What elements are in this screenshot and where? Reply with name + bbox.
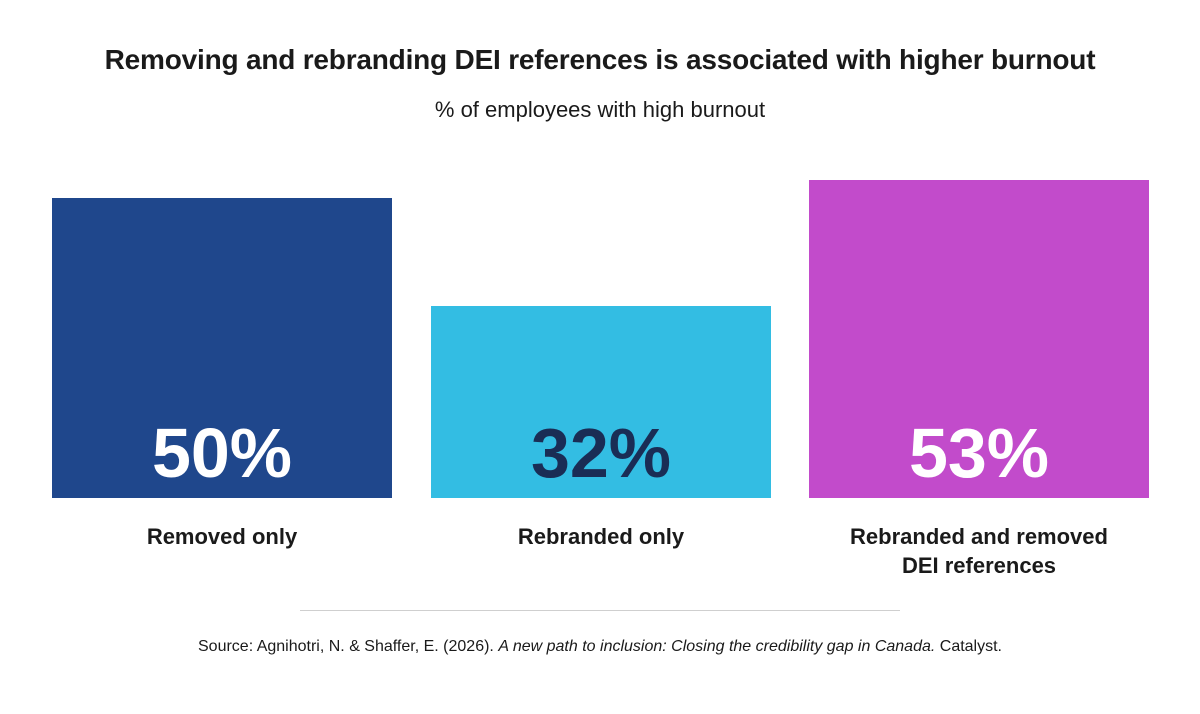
- category-label-3-line-2: DEI references: [902, 553, 1056, 578]
- bar-value-label-1: 50%: [152, 414, 292, 492]
- bar-1: [52, 198, 392, 498]
- category-label-3-line-1: Rebranded and removed: [850, 524, 1108, 549]
- chart-subtitle: % of employees with high burnout: [434, 97, 766, 122]
- source-title: A new path to inclusion: Closing the cre…: [498, 638, 936, 655]
- category-label-2: Rebranded only: [518, 524, 685, 549]
- footer-divider: [300, 610, 900, 611]
- source-prefix: Source: Agnihotri, N. & Shaffer, E. (202…: [198, 638, 499, 655]
- source-suffix: Catalyst.: [935, 638, 1002, 655]
- chart-title: Removing and rebranding DEI references i…: [104, 44, 1096, 75]
- bar-chart: 50% Removed only 32% Rebranded only 53% Rebra…: [52, 180, 1149, 578]
- bar-2: [431, 306, 771, 498]
- source-citation: Source: Agnihotri, N. & Shaffer, E. (202…: [0, 638, 1200, 656]
- bar-value-label-2: 32%: [531, 414, 671, 492]
- category-label-1: Removed only: [147, 524, 298, 549]
- bar-value-label-3: 53%: [909, 414, 1049, 492]
- bar-3: [809, 180, 1149, 498]
